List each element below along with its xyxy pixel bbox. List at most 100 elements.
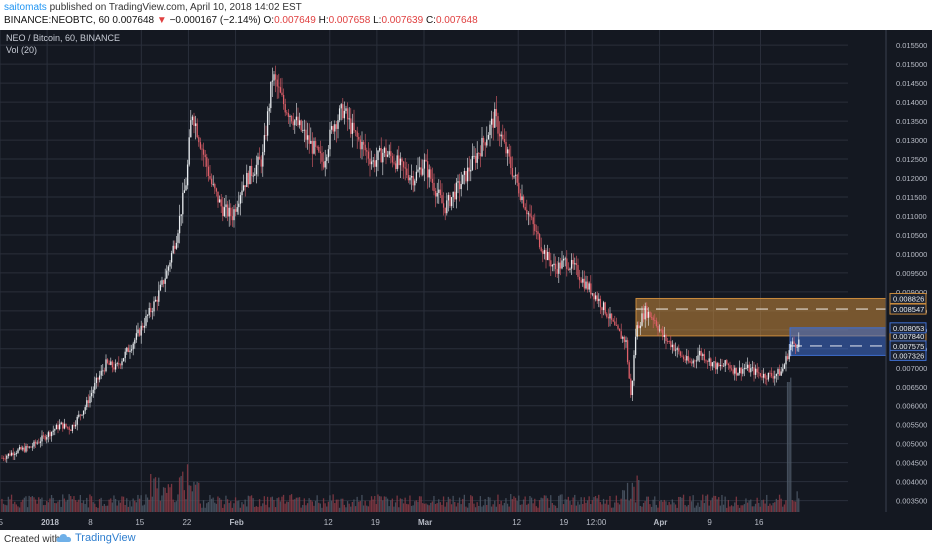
open-label: O:	[263, 15, 275, 26]
volume-bar	[87, 507, 89, 512]
price-chart[interactable]: 0.003500 0.004000 0.004500 0.005000 0.005500…	[0, 30, 932, 530]
volume-bar	[481, 506, 483, 512]
candle-body	[321, 153, 323, 162]
volume-bar	[214, 502, 216, 512]
candle-body	[607, 316, 610, 319]
chart-canvas[interactable]: 0.003500 0.004000 0.004500 0.005000 0.005500…	[0, 30, 932, 530]
x-tick-label: 12	[324, 518, 333, 527]
candle-body	[775, 374, 778, 376]
candle-body	[558, 262, 560, 274]
volume-bar	[644, 501, 646, 512]
volume-bar	[241, 502, 243, 512]
candle-body	[554, 263, 557, 270]
candle-body	[474, 155, 477, 163]
volume-indicator-label[interactable]: Vol (20)	[6, 45, 38, 55]
low-value: 0.007639	[381, 15, 424, 26]
candle-body	[270, 81, 272, 109]
candle-body	[294, 120, 296, 126]
volume-bar	[399, 498, 401, 512]
candle-body	[140, 325, 142, 336]
candle-body	[122, 358, 125, 362]
volume-bar	[601, 504, 603, 512]
volume-bar	[356, 496, 358, 512]
volume-bar	[362, 505, 365, 512]
candle-body	[537, 231, 539, 235]
volume-bar	[676, 507, 678, 512]
volume-bar	[703, 503, 705, 512]
volume-bar	[734, 502, 736, 512]
author-link[interactable]: saitomats	[4, 2, 47, 13]
volume-bar	[369, 500, 371, 512]
volume-bar	[201, 507, 203, 512]
volume-bar	[646, 496, 648, 512]
volume-bar	[338, 507, 341, 512]
volume-bar	[330, 500, 333, 512]
volume-bar	[298, 497, 301, 512]
volume-bar	[33, 497, 35, 512]
volume-bar	[215, 503, 217, 512]
volume-bar	[532, 503, 534, 512]
candle-body	[442, 203, 445, 208]
volume-bar	[70, 496, 72, 512]
candle-body	[433, 182, 435, 192]
volume-bar	[17, 506, 19, 512]
tradingview-brand[interactable]: TradingView	[56, 532, 136, 544]
candle-body	[705, 360, 707, 362]
volume-bar	[58, 499, 61, 512]
volume-bar	[559, 494, 561, 512]
volume-bar	[118, 500, 120, 512]
candle-body	[343, 110, 346, 119]
volume-bar	[375, 504, 377, 512]
y-tick-label: 0.010500	[896, 231, 927, 240]
candle-body	[329, 129, 331, 150]
candle-body	[538, 234, 541, 248]
volume-bar	[647, 496, 649, 512]
volume-bar	[188, 485, 190, 512]
candle-body	[609, 313, 611, 319]
candle-body	[247, 172, 250, 185]
candle-body	[486, 139, 488, 146]
candle-body	[553, 263, 555, 266]
candle-body	[524, 206, 526, 210]
volume-bar	[722, 504, 725, 512]
candle-body	[500, 134, 502, 137]
candle-body	[222, 206, 224, 217]
candle-body	[330, 126, 333, 130]
volume-bar	[55, 503, 57, 512]
candle-body	[641, 313, 643, 326]
volume-bar	[94, 503, 96, 512]
volume-bar	[306, 503, 309, 512]
candle-body	[588, 283, 590, 290]
candle-body	[207, 166, 210, 177]
volume-bar	[713, 495, 715, 512]
volume-bar	[63, 498, 65, 512]
volume-bar	[748, 500, 750, 512]
candle-body	[505, 141, 507, 154]
volume-bar	[754, 503, 757, 512]
candle-body	[762, 373, 765, 378]
candle-body	[194, 123, 197, 126]
candle-body	[530, 216, 533, 218]
volume-bar	[514, 497, 517, 512]
volume-bar	[663, 499, 665, 512]
candle-body	[172, 245, 174, 254]
volume-bar	[31, 496, 33, 512]
volume-bar	[452, 495, 454, 512]
candle-body	[623, 336, 626, 342]
volume-bar	[60, 506, 62, 512]
volume-bar	[625, 499, 627, 512]
candle-body	[649, 311, 651, 318]
candle-body	[746, 364, 749, 368]
candle-body	[513, 175, 515, 177]
volume-bar	[359, 501, 361, 512]
candle-body	[242, 185, 245, 191]
candle-body	[786, 356, 789, 360]
y-tick-label: 0.009500	[896, 269, 927, 278]
volume-bar	[385, 496, 387, 512]
candle-body	[159, 284, 162, 291]
candle-body	[78, 414, 80, 417]
volume-bar	[634, 502, 637, 512]
volume-bar	[334, 503, 336, 512]
volume-bar	[422, 503, 424, 512]
candle-body	[94, 382, 96, 390]
